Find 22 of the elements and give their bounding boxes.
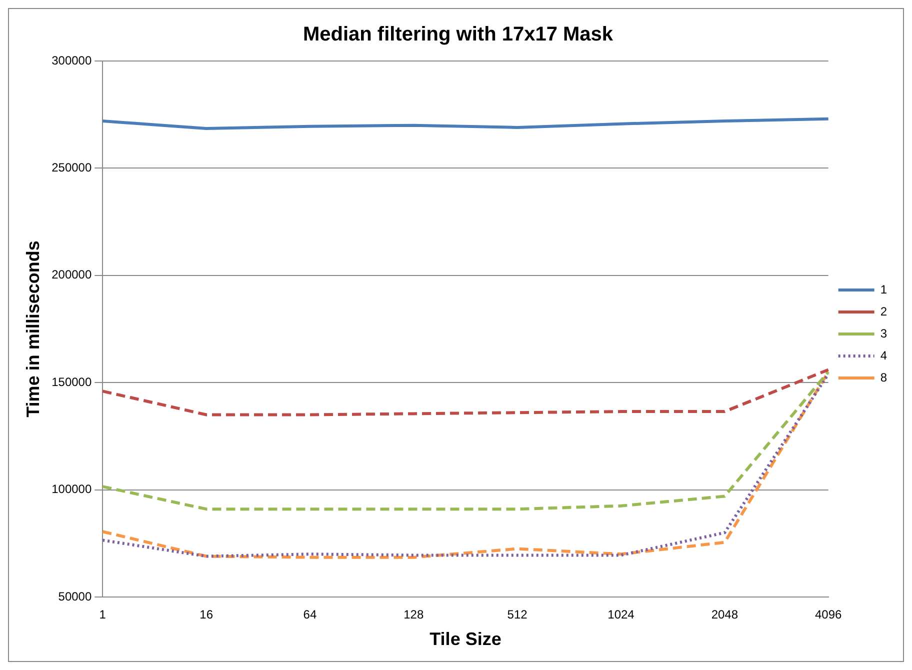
x-axis-title: Tile Size [430, 629, 502, 650]
y-axis-title: Time in milliseconds [22, 240, 43, 418]
legend-label: 1 [880, 282, 888, 296]
y-tick-label: 100000 [52, 482, 92, 496]
x-tick-label: 512 [507, 608, 528, 622]
x-tick-label: 4096 [814, 608, 842, 622]
x-tick-label: 1 [99, 608, 106, 622]
legend-label: 8 [880, 370, 888, 384]
x-tick-label: 128 [404, 608, 424, 622]
x-tick-label: 16 [200, 608, 214, 622]
y-tick-label: 200000 [52, 268, 92, 282]
legend-label: 4 [880, 348, 888, 362]
x-tick-label: 2048 [711, 608, 738, 622]
y-tick-label: 300000 [52, 53, 92, 68]
x-tick-label: 1024 [608, 608, 635, 622]
x-tick-label: 64 [303, 608, 317, 622]
legend-label: 3 [880, 326, 888, 340]
y-tick-label: 50000 [58, 589, 92, 604]
chart-title: Median filtering with 17x17 Mask [302, 24, 614, 46]
legend-label: 2 [880, 304, 888, 318]
y-tick-label: 250000 [52, 160, 92, 175]
y-tick-label: 150000 [52, 374, 92, 389]
